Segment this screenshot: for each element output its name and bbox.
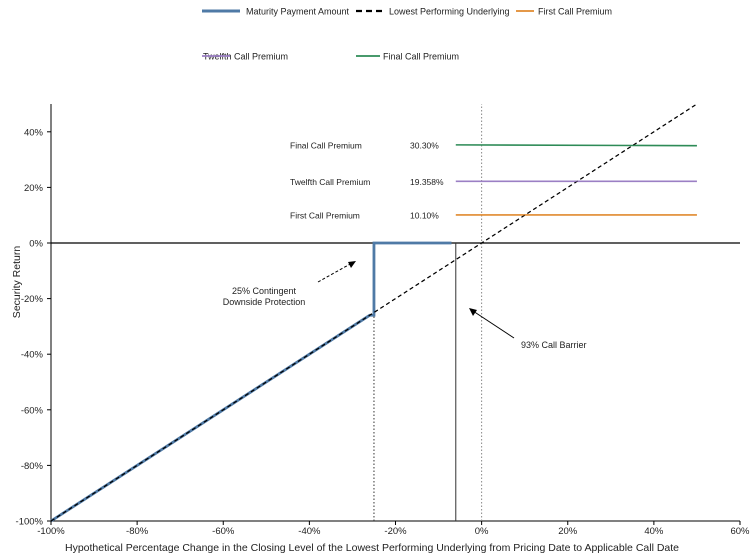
- premium-labels: Final Call Premium 30.30% Twelfth Call Pre…: [290, 140, 444, 220]
- legend-label-twelfth-call-premium: Twelfth Call Premium: [203, 52, 288, 62]
- x-tick-label: -60%: [212, 526, 235, 537]
- premium-value-final-call-premium: 30.30%: [410, 140, 439, 150]
- legend: Maturity Payment Amount Lowest Performing…: [202, 7, 612, 62]
- series-group: [50, 103, 698, 523]
- y-tick-label: -80%: [21, 461, 44, 472]
- legend-label-maturity-payment-amount: Maturity Payment Amount: [246, 7, 350, 17]
- legend-label-lowest-performing-underlying: Lowest Performing Underlying: [389, 7, 510, 17]
- premium-name-final-call-premium: Final Call Premium: [290, 140, 362, 150]
- premium-value-first-call-premium: 10.10%: [410, 210, 439, 220]
- legend-label-first-call-premium: First Call Premium: [538, 7, 612, 17]
- series-lowest-performing-underlying-overlay: [50, 103, 698, 522]
- premium-name-first-call-premium: First Call Premium: [290, 210, 360, 220]
- x-tick-label: 40%: [644, 526, 664, 537]
- x-tick-label: -80%: [126, 526, 149, 537]
- premium-name-twelfth-call-premium: Twelfth Call Premium: [290, 177, 370, 187]
- plot-area: -100%-80%-60%-40%-20%0%20%40% -100% -80% -…: [16, 103, 750, 537]
- x-tick-label: 20%: [558, 526, 578, 537]
- series-maturity-payment-amount: [50, 241, 452, 523]
- x-ticks: -100% -80% -60% -40% -20% 0% 20% 40% 60%: [37, 521, 750, 537]
- y-tick-label: -20%: [21, 294, 44, 305]
- legend-label-final-call-premium: Final Call Premium: [383, 52, 459, 62]
- reference-lines: [373, 104, 483, 521]
- x-tick-label: -100%: [37, 526, 65, 537]
- y-tick-label: -40%: [21, 350, 44, 361]
- annotation-call-barrier: 93% Call Barrier: [521, 340, 587, 350]
- y-ticks: -100% -80% -60% -40% -20% 0% 20% 40%: [16, 127, 51, 528]
- series-final-call-premium: [455, 144, 697, 147]
- annotation-contingent-protection: 25% Contingent Downside Protection: [223, 286, 306, 307]
- y-axis-label: Security Return: [11, 246, 23, 319]
- annotations: 25% Contingent Downside Protection 93% Cal…: [223, 261, 587, 350]
- y-tick-label: 40%: [24, 127, 44, 138]
- y-tick-label: -100%: [16, 517, 44, 528]
- annotation-line: 25% Contingent: [232, 286, 297, 296]
- x-tick-label: -20%: [384, 526, 407, 537]
- annotation-arrow-line: [472, 310, 515, 339]
- y-tick-label: 20%: [24, 183, 44, 194]
- x-tick-label: -40%: [298, 526, 321, 537]
- x-axis-label: Hypothetical Percentage Change in the Cl…: [65, 542, 679, 554]
- y-tick-label: -60%: [21, 405, 44, 416]
- annotation-arrow-head: [469, 308, 477, 316]
- annotation-arrow-line: [317, 262, 353, 283]
- y-tick-label: 0%: [29, 239, 43, 250]
- annotation-line: Downside Protection: [223, 297, 306, 307]
- x-tick-label: 0%: [475, 526, 489, 537]
- x-tick-label: 60%: [730, 526, 750, 537]
- annotation-arrow-head: [348, 261, 356, 268]
- premium-value-twelfth-call-premium: 19.358%: [410, 177, 444, 187]
